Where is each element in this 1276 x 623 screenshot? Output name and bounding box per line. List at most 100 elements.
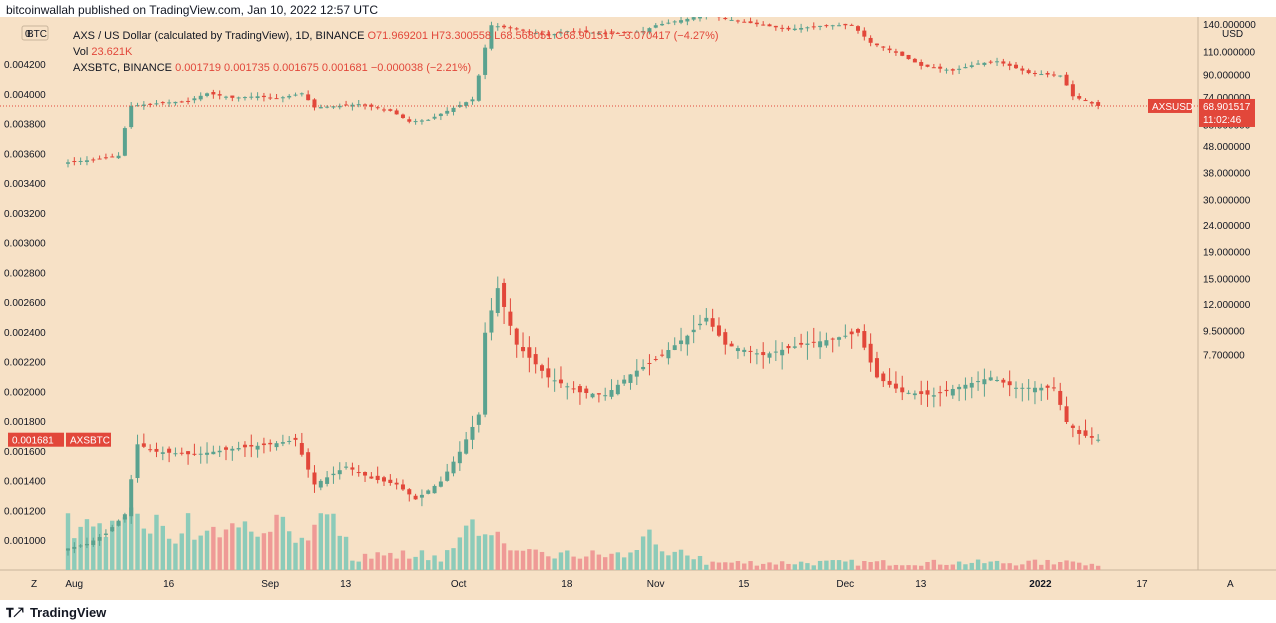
volume-bar	[362, 553, 368, 570]
chart-panel[interactable]: 0.004200 0.004000 0.003800 0.003600 0.003400…	[0, 17, 1276, 600]
axsusd-candle	[862, 30, 867, 37]
axsusd-candle	[78, 160, 83, 162]
axsusd-candle	[110, 156, 115, 158]
axsbtc-tag	[66, 432, 111, 447]
axsbtc-candle	[173, 453, 178, 455]
axsusd-candle	[761, 24, 766, 26]
volume-bar	[1070, 561, 1076, 570]
axsusd-candle	[754, 22, 759, 25]
axsusd-candle	[502, 25, 507, 28]
axsbtc-candle	[577, 386, 582, 393]
volume-bar	[925, 561, 930, 570]
left-axis-tick: 0.003600	[4, 149, 46, 160]
axsusd-candle	[382, 109, 386, 111]
axsbtc-candle	[925, 390, 930, 395]
volume-bar	[293, 542, 298, 570]
volume-bar	[716, 562, 722, 570]
axsbtc-candle	[837, 337, 842, 340]
axsusd-candle	[584, 30, 589, 33]
axsbtc-candle	[754, 353, 759, 355]
axsbtc-candle	[988, 377, 993, 381]
axsusd-candle	[1083, 99, 1088, 102]
axsbtc-candle	[963, 384, 968, 389]
axsbtc-candle	[1077, 429, 1082, 434]
axsusd-tag-label: AXSUSD	[1152, 102, 1193, 113]
axsusd-candle	[527, 31, 532, 33]
axsusd-candle	[837, 25, 842, 27]
volume-bar	[963, 564, 968, 570]
left-axis-tick: 0.001000	[4, 536, 46, 547]
volume-bar	[691, 559, 696, 570]
time-axis-label: 13	[340, 579, 352, 590]
volume-bar	[324, 514, 330, 570]
axsusd-candle	[1064, 74, 1069, 86]
volume-bar	[166, 538, 172, 570]
volume-bar	[874, 561, 880, 570]
legend-main: AXS / US Dollar (calculated by TradingVi…	[73, 30, 719, 42]
axsbtc-candle	[154, 448, 159, 452]
volume-bar	[230, 523, 235, 570]
axsusd-candle	[122, 128, 127, 156]
volume-bar	[723, 562, 728, 570]
legend-ohlc: O71.969201 H73.300558 L68.568051 C68.901…	[367, 30, 719, 42]
axsusd-candle	[483, 47, 488, 75]
time-axis-label: Nov	[647, 579, 665, 590]
axsusd-candle	[306, 94, 311, 101]
axsbtc-candle	[306, 452, 311, 470]
axsbtc-candle	[799, 342, 804, 345]
time-axis-label: 13	[915, 579, 927, 590]
volume-bar	[173, 543, 178, 570]
volume-bar	[900, 565, 905, 570]
axsusd-candle	[1026, 70, 1031, 74]
axsusd-candle	[280, 97, 285, 99]
volume-bar	[672, 551, 677, 570]
axsbtc-candle	[331, 473, 336, 476]
volume-bar	[103, 537, 109, 570]
volume-bar	[767, 562, 772, 570]
axsbtc-candle	[976, 381, 981, 383]
axsusd-candle	[1089, 102, 1094, 104]
left-axis-tick: 0.003200	[4, 209, 46, 220]
axsusd-candle	[982, 62, 987, 65]
axsusd-candle	[205, 93, 210, 96]
volume-bar	[1058, 562, 1063, 570]
axsusd-candle	[938, 66, 943, 69]
volume-bar	[305, 540, 311, 570]
axsusd-candle	[508, 27, 513, 29]
volume-bar	[343, 536, 349, 570]
axsbtc-candle	[369, 476, 374, 479]
axsbtc-candle	[502, 282, 507, 307]
axsbtc-candle	[261, 443, 266, 446]
axsbtc-candle	[382, 477, 386, 482]
volume-bar	[1051, 564, 1057, 570]
volume-bar	[836, 560, 842, 570]
axsusd-candle	[337, 105, 342, 108]
axsbtc-candle	[426, 490, 431, 494]
volume-bar	[849, 559, 854, 570]
axsbtc-candle	[274, 443, 279, 448]
price-chart[interactable]: 0.004200 0.004000 0.003800 0.003600 0.003400…	[0, 17, 1276, 600]
volume-bar	[463, 525, 469, 570]
axsbtc-candle	[780, 349, 785, 356]
axsusd-candle	[236, 97, 241, 99]
axsusd-candle	[609, 32, 614, 34]
volume-bar	[255, 536, 260, 570]
axsusd-candle	[400, 114, 405, 118]
volume-bar	[817, 560, 823, 570]
currency-badge-btc[interactable]	[21, 25, 49, 41]
volume-bar	[268, 531, 273, 570]
volume-bar	[287, 531, 292, 570]
legend-volume: Vol 23.621K	[73, 46, 132, 58]
volume-bar	[868, 562, 873, 570]
volume-bar	[514, 550, 519, 570]
axsusd-candle	[116, 155, 121, 159]
axsusd-candle	[192, 98, 197, 101]
axsbtc-candle	[110, 527, 115, 532]
left-axis-tick: 0.002800	[4, 268, 46, 279]
axsusd-candle	[792, 28, 797, 31]
axsbtc-candle	[552, 380, 557, 382]
axsusd-candle	[577, 31, 582, 33]
axsbtc-candle	[931, 395, 936, 397]
axsbtc-candle	[571, 388, 576, 390]
volume-bar	[242, 521, 248, 570]
